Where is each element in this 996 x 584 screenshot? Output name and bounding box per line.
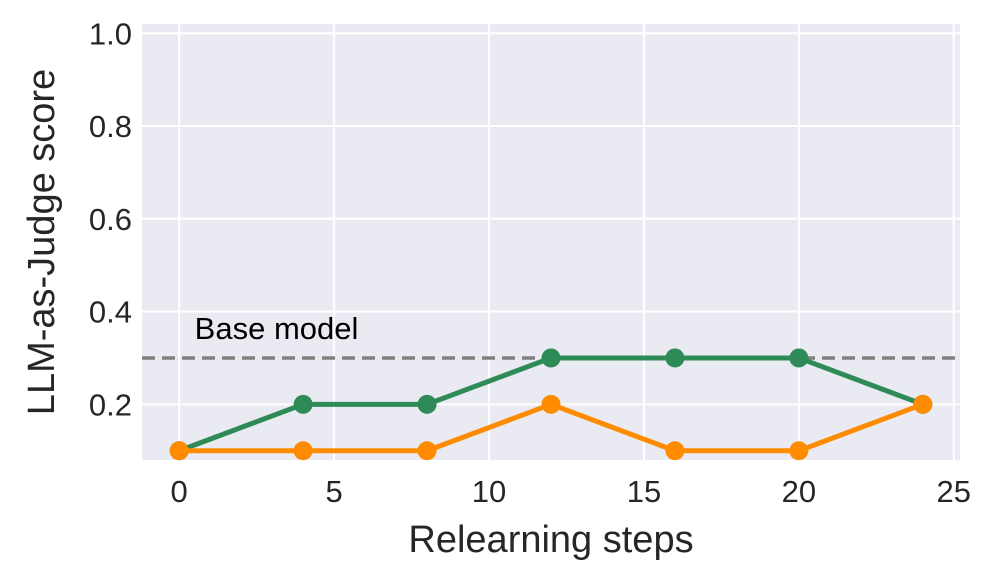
y-axis-label: LLM-as-Judge score bbox=[21, 69, 63, 415]
x-tick-label: 15 bbox=[627, 474, 661, 509]
x-tick-label: 5 bbox=[325, 474, 342, 509]
y-tick-labels: 0.2 0.4 0.6 0.8 1.0 bbox=[89, 16, 132, 422]
data-point bbox=[665, 348, 685, 368]
x-tick-label: 25 bbox=[937, 474, 971, 509]
grid bbox=[142, 24, 960, 460]
data-point bbox=[789, 441, 809, 461]
base-model-label: Base model bbox=[195, 311, 359, 346]
data-point bbox=[541, 348, 561, 368]
data-point bbox=[293, 441, 313, 461]
y-tick-label: 0.8 bbox=[89, 109, 132, 144]
data-point bbox=[789, 348, 809, 368]
data-point bbox=[169, 441, 189, 461]
data-point bbox=[417, 441, 437, 461]
x-tick-label: 10 bbox=[472, 474, 506, 509]
plot-area bbox=[142, 24, 960, 460]
series-group bbox=[169, 348, 933, 461]
data-point bbox=[417, 394, 437, 414]
x-axis-label: Relearning steps bbox=[408, 519, 693, 561]
y-tick-label: 0.6 bbox=[89, 202, 132, 237]
data-point bbox=[293, 394, 313, 414]
data-point bbox=[913, 394, 933, 414]
y-tick-label: 1.0 bbox=[89, 16, 132, 51]
x-tick-label: 0 bbox=[171, 474, 188, 509]
series-2 bbox=[169, 394, 933, 461]
x-tick-labels: 0 5 10 15 20 25 bbox=[171, 474, 971, 509]
y-tick-label: 0.2 bbox=[89, 387, 132, 422]
y-tick-label: 0.4 bbox=[89, 295, 132, 330]
data-point bbox=[665, 441, 685, 461]
data-point bbox=[541, 394, 561, 414]
x-tick-label: 20 bbox=[782, 474, 816, 509]
